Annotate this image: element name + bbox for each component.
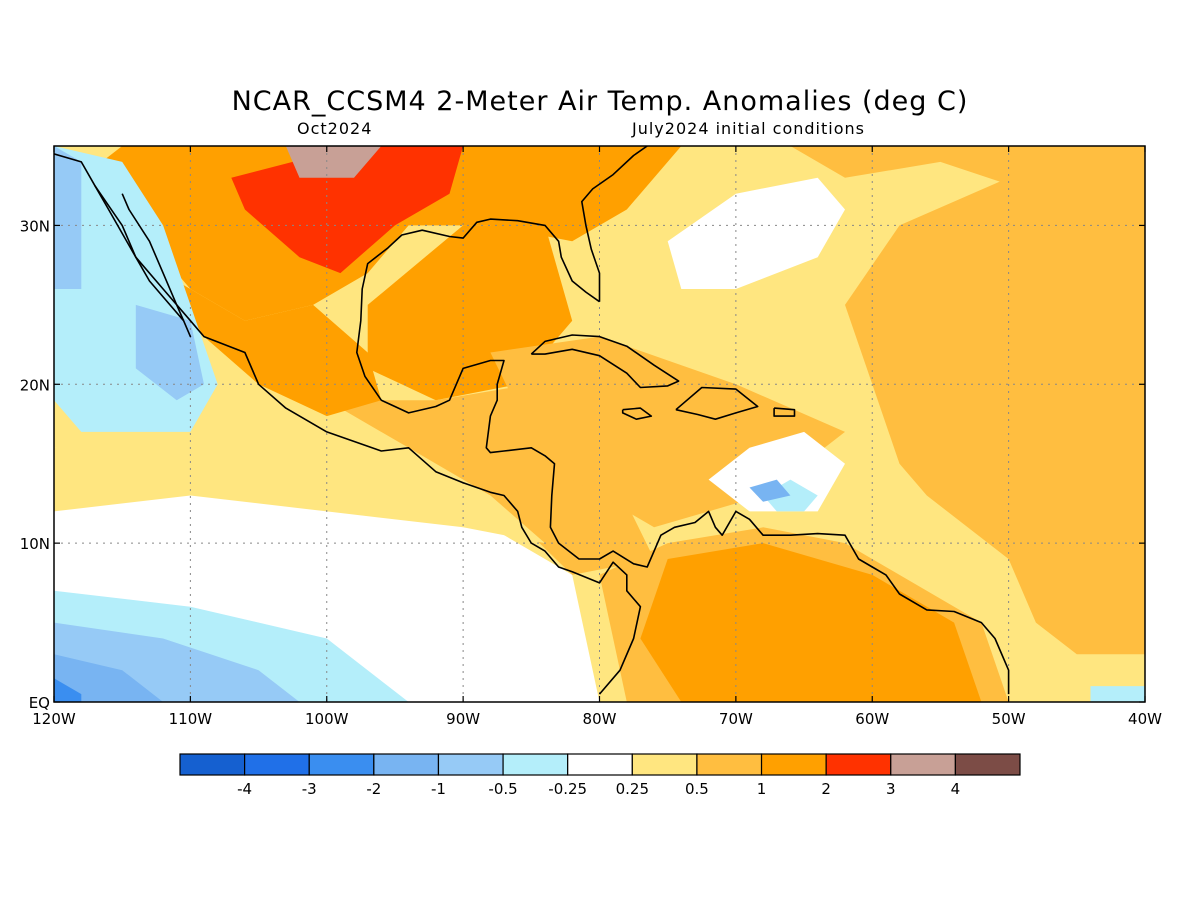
colorbar-swatch	[696, 753, 763, 776]
lat-tick-label: EQ	[29, 694, 50, 712]
chart-title: NCAR_CCSM4 2-Meter Air Temp. Anomalies (…	[231, 86, 969, 117]
colorbar-label: -2	[366, 780, 381, 798]
colorbar-swatch	[373, 753, 440, 776]
lon-tick-label: 50W	[992, 710, 1026, 728]
colorbar-label: 2	[821, 780, 831, 798]
colorbar-swatch	[825, 753, 892, 776]
lat-tick-label: 10N	[20, 535, 50, 553]
region-atlantic-neutral	[667, 177, 845, 289]
colorbar-swatch	[502, 753, 569, 776]
region-caribbean-neutral	[708, 431, 845, 512]
colorbar-swatch	[308, 753, 375, 776]
lon-tick-label: 80W	[583, 710, 617, 728]
colorbar-swatch	[954, 753, 1021, 776]
lon-tick-label: 60W	[855, 710, 889, 728]
colorbar-label: 4	[951, 780, 961, 798]
region-east-atlantic-cool	[1090, 686, 1145, 702]
colorbar-swatch	[179, 753, 246, 776]
anomaly-regions	[54, 146, 1145, 702]
lat-tick-label: 30N	[20, 217, 50, 235]
colorbar-label: 1	[757, 780, 767, 798]
lon-tick-label: 40W	[1128, 710, 1162, 728]
coastline-baja-california	[94, 185, 192, 338]
lon-tick-label: 70W	[719, 710, 753, 728]
region-east-atlantic-north-warm	[790, 146, 1145, 210]
coastlines	[54, 146, 1010, 695]
region-texas-very-hot	[285, 146, 382, 178]
lon-tick-label: 100W	[305, 710, 349, 728]
initial-conditions-subtitle: July2024 initial conditions	[632, 119, 865, 138]
coastline-puerto-rico	[773, 407, 796, 417]
coastline-florida-atlantic	[580, 146, 648, 302]
lon-tick-label: 110W	[169, 710, 213, 728]
region-pacific-coolest-south	[54, 654, 164, 702]
lat-tick-label: 20N	[20, 376, 50, 394]
colorbar: -4 -3 -2 -1 -0.5 -0.25 0.25 0.5 1 2 3 4	[179, 753, 1021, 798]
colorbar-swatch	[437, 753, 504, 776]
region-east-atlantic-warm	[845, 177, 1145, 655]
region-south-america-hot	[640, 543, 982, 702]
colorbar-label: -0.25	[548, 780, 587, 798]
colorbar-swatch	[567, 753, 633, 776]
region-texas-hot	[231, 146, 464, 274]
lon-tick-label: 90W	[446, 710, 480, 728]
colorbar-label: 0.5	[685, 780, 709, 798]
region-pacific-coast-cool	[54, 146, 82, 289]
coastline-jamaica	[621, 407, 653, 421]
colorbar-swatch	[631, 753, 698, 776]
coastline-cuba	[530, 334, 680, 389]
coastline-gulf-coast	[355, 218, 1010, 695]
colorbar-label: -0.5	[488, 780, 517, 798]
colorbar-swatch	[244, 753, 310, 776]
colorbar-swatch	[890, 753, 956, 776]
region-caribbean-cool-core	[749, 479, 791, 502]
coastline-north-america-pacific-coast	[54, 153, 642, 695]
lon-tick-label: 120W	[32, 710, 76, 728]
colorbar-swatch	[760, 753, 827, 776]
colorbar-label: -4	[237, 780, 252, 798]
colorbar-label: -3	[302, 780, 317, 798]
colorbar-label: 0.25	[616, 780, 649, 798]
axis-ticks: 120W 110W 100W 90W 80W 70W 60W 50W 40W EQ 10N 20N 30…	[20, 146, 1162, 728]
colorbar-label: 3	[886, 780, 896, 798]
region-pacific-min-south	[54, 678, 82, 702]
valid-month-subtitle: Oct2024	[297, 119, 373, 138]
region-mexico-warm	[163, 273, 382, 417]
region-pacific-warm-band	[54, 431, 545, 544]
colorbar-label: -1	[431, 780, 446, 798]
coastline-hispaniola	[675, 386, 759, 421]
